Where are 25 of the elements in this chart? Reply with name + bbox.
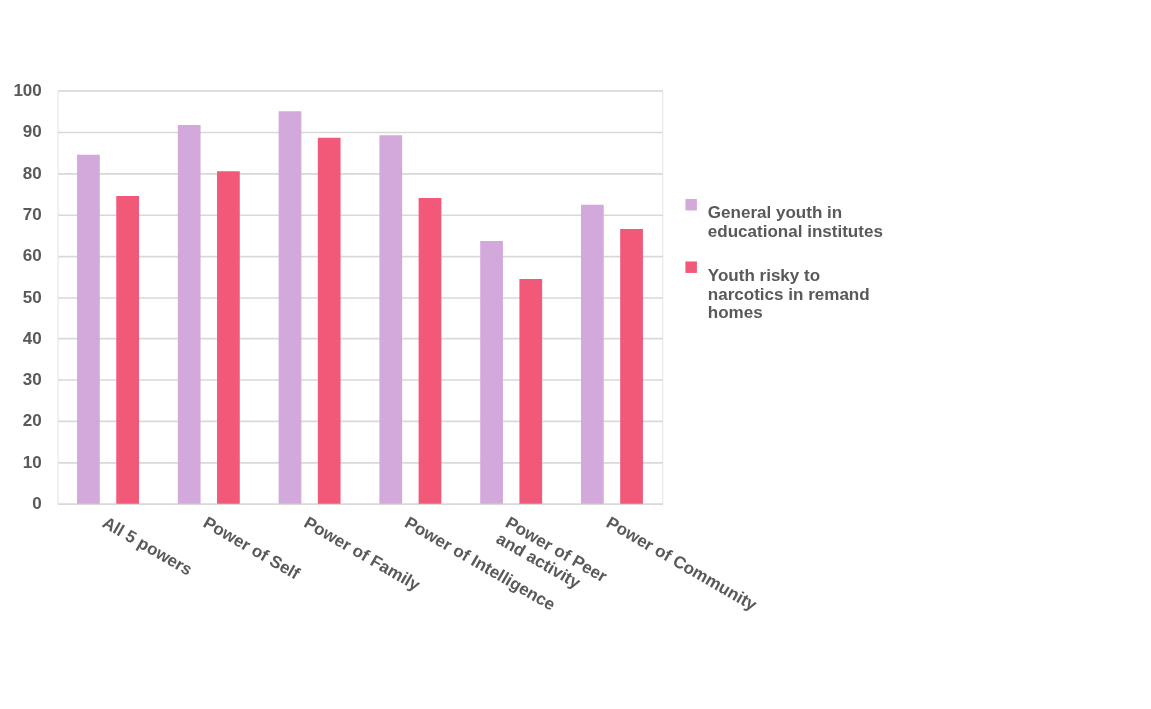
bar — [519, 279, 543, 504]
y-tick-label: 20 — [22, 411, 42, 431]
y-tick-label: 80 — [22, 163, 42, 183]
y-tick-label: 90 — [22, 122, 42, 142]
bar — [177, 124, 201, 504]
legend-label: General youth in educational institutes — [707, 203, 883, 242]
bar — [379, 135, 403, 504]
y-tick-label: 60 — [22, 246, 42, 266]
bar — [620, 229, 643, 504]
bar — [77, 154, 100, 504]
y-tick-label: 70 — [22, 204, 42, 224]
bar — [581, 204, 604, 504]
y-tick-label: 100 — [13, 80, 42, 100]
bar — [317, 137, 341, 504]
bar — [278, 111, 302, 504]
y-tick-label: 40 — [22, 328, 42, 348]
bar — [418, 198, 442, 504]
legend-label: Youth risky to narcotics in remand homes — [707, 266, 870, 323]
bar — [480, 241, 503, 504]
y-tick-label: 50 — [22, 287, 42, 307]
bar — [217, 171, 240, 504]
y-tick-label: 0 — [32, 494, 42, 514]
y-tick-label: 30 — [22, 370, 42, 390]
y-tick-label: 10 — [22, 452, 42, 472]
bar — [116, 196, 139, 504]
